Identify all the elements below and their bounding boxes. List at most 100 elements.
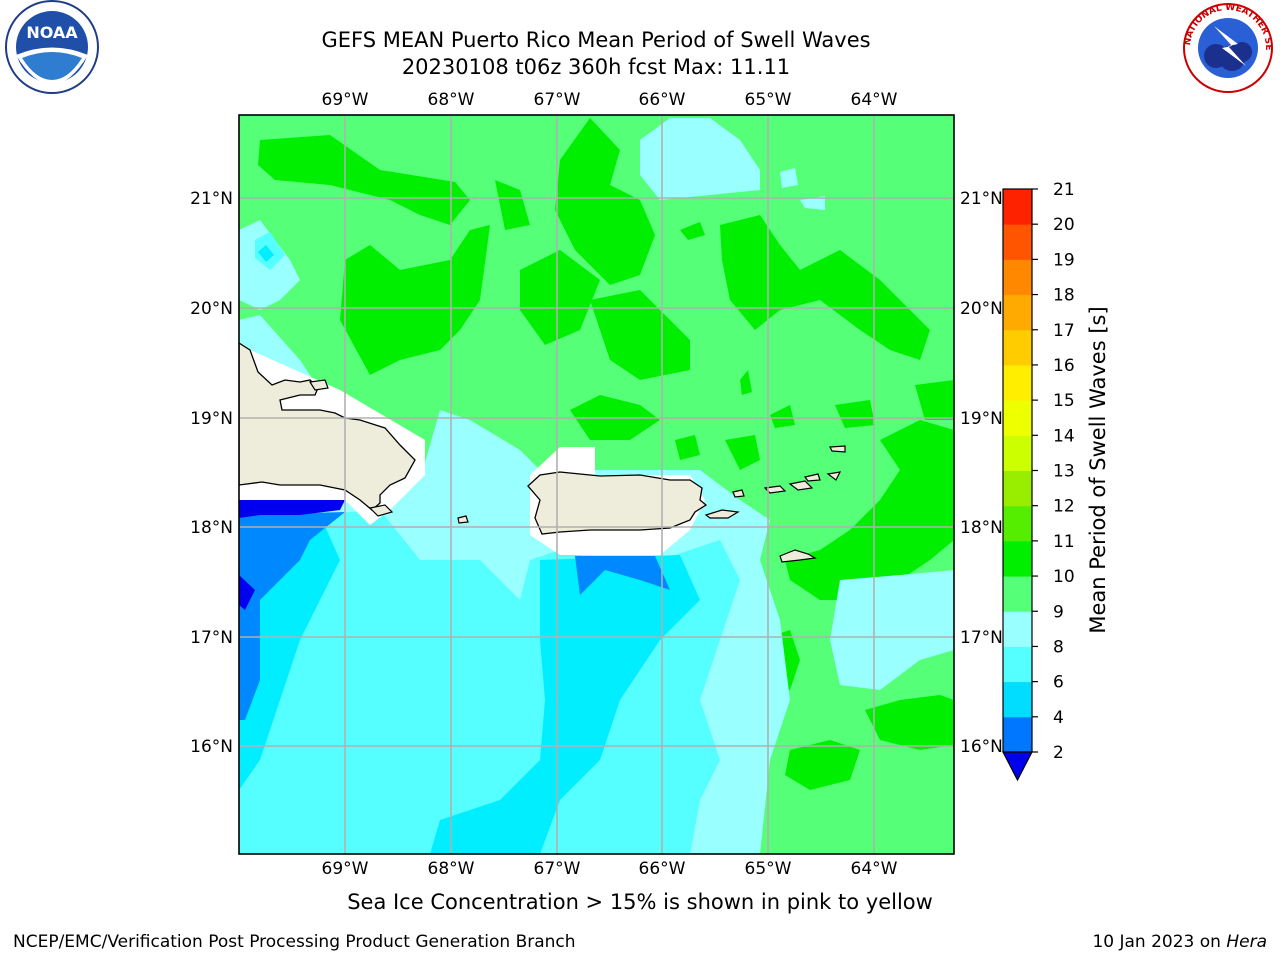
- island-shape: [368, 504, 394, 517]
- colorbar-tick-label: 13: [1053, 462, 1075, 482]
- noaa-logo: NOAA: [5, 0, 99, 94]
- lat-label: 20°N: [190, 299, 233, 319]
- colorbar-segment: [1003, 611, 1032, 647]
- swell-patch-2-4: [575, 556, 670, 595]
- map-frame: [238, 114, 955, 855]
- st-croix-island: [779, 549, 817, 563]
- colorbar-segment: [1003, 329, 1032, 366]
- colorbar-tick-label: 14: [1053, 426, 1075, 446]
- swell-patch-10-11: [340, 225, 490, 375]
- colorbar-tick-label: 2: [1053, 743, 1064, 763]
- footer-date-text: 10 Jan 2023 on: [1092, 932, 1227, 952]
- swell-patch-10-11: [495, 180, 530, 230]
- island-shape: [308, 379, 329, 391]
- swell-patch-10-11: [720, 215, 930, 360]
- noaa-logo-text: NOAA: [26, 23, 78, 42]
- swell-patch-10-11: [590, 290, 690, 380]
- lat-label: 21°N: [960, 189, 1003, 209]
- left-lat-labels: 21°N 20°N 19°N 18°N 17°N 16°N: [190, 189, 233, 757]
- lat-label: 20°N: [960, 299, 1003, 319]
- swell-patch-10-11: [770, 405, 795, 428]
- colorbar-segment: [1003, 435, 1032, 471]
- right-lat-labels: 21°N 20°N 19°N 18°N 17°N 16°N: [960, 189, 1003, 757]
- virgin-island: [803, 473, 821, 482]
- map-area: [239, 115, 954, 854]
- footer-host: Hera: [1226, 932, 1267, 952]
- lat-label: 18°N: [960, 518, 1003, 538]
- vieques-island: [704, 509, 740, 519]
- colorbar-tick-label: 21: [1053, 180, 1075, 200]
- mona-island: [457, 515, 469, 524]
- lon-label: 65°W: [745, 859, 792, 879]
- lat-label: 16°N: [190, 737, 233, 757]
- colorbar-tick-label: 11: [1053, 532, 1075, 552]
- colorbar-tick-label: 19: [1053, 250, 1075, 270]
- swell-patch-10-11: [675, 435, 700, 460]
- colorbar-segment: [1003, 681, 1032, 718]
- colorbar-tick-label: 4: [1053, 708, 1064, 728]
- sea-ice-note: Sea Ice Concentration > 15% is shown in …: [347, 890, 933, 914]
- colorbar-tick-label: 17: [1053, 321, 1075, 341]
- lon-label: 66°W: [639, 90, 686, 110]
- swell-patch-8-9: [640, 118, 760, 200]
- colorbar-segment: [1003, 716, 1032, 753]
- swell-patch-8-9: [800, 196, 825, 210]
- lon-label: 65°W: [745, 90, 792, 110]
- lon-label: 68°W: [428, 90, 475, 110]
- bottom-lon-labels: 69°W 68°W 67°W 66°W 65°W 64°W: [322, 859, 898, 879]
- swell-patch-10-11: [725, 435, 760, 470]
- lon-label: 64°W: [851, 859, 898, 879]
- swell-patch-4-6: [430, 555, 700, 854]
- graticule: [239, 115, 954, 854]
- swell-patch-10-11: [865, 695, 954, 750]
- swell-patch-8-9: [780, 168, 798, 188]
- swell-patch-10-11: [915, 380, 954, 420]
- lat-label: 19°N: [190, 409, 233, 429]
- colorbar-tick-label: 12: [1053, 497, 1075, 517]
- colorbar-segment: [1003, 505, 1032, 542]
- colorbar-extend-arrow: [1002, 751, 1033, 782]
- colorbar-segment: [1003, 224, 1032, 260]
- swell-patch-10-11: [520, 250, 600, 345]
- culebra-island: [732, 489, 745, 498]
- swell-patch-10-11: [785, 740, 860, 790]
- chart-title: GEFS MEAN Puerto Rico Mean Period of Swe…: [321, 28, 871, 52]
- colorbar-segment: [1003, 470, 1032, 507]
- swell-patch-10-11: [680, 222, 705, 240]
- colorbar-label: Mean Period of Swell Waves [s]: [1086, 306, 1110, 634]
- colorbar-segment: [1003, 576, 1032, 612]
- lon-label: 66°W: [639, 859, 686, 879]
- puerto-rico-land: [527, 471, 708, 535]
- lat-label: 17°N: [190, 628, 233, 648]
- lat-label: 19°N: [960, 409, 1003, 429]
- colorbar-segment: [1003, 646, 1032, 683]
- nws-logo: NATIONAL WEATHER SERVICE: [1176, 0, 1273, 93]
- lon-label: 67°W: [534, 90, 581, 110]
- swell-patch-10-11: [555, 118, 655, 285]
- colorbar-segment: [1003, 364, 1032, 401]
- colorbar-tick-label: 10: [1053, 567, 1075, 587]
- footer-credit: NCEP/EMC/Verification Post Processing Pr…: [13, 932, 576, 952]
- footer-date: 10 Jan 2023 on Hera: [1092, 932, 1267, 952]
- swell-patch-4-6: [258, 245, 274, 262]
- swell-patch-below-2: [239, 500, 345, 518]
- lon-label: 69°W: [322, 90, 369, 110]
- colorbar-tick-label: 8: [1053, 637, 1064, 657]
- anegada-island: [829, 445, 846, 453]
- swell-patch-below-2: [239, 575, 255, 610]
- lat-label: 16°N: [960, 737, 1003, 757]
- colorbar-tick-label: 16: [1053, 356, 1075, 376]
- virgin-island: [788, 480, 814, 491]
- top-lon-labels: 69°W 68°W 67°W 66°W 65°W 64°W: [322, 90, 898, 110]
- colorbar-tick-label: 6: [1053, 673, 1064, 693]
- colorbar-tick-label: 15: [1053, 391, 1075, 411]
- colorbar-segment: [1003, 400, 1032, 436]
- colorbar: 2 4 6 8 9 10 11 12 13 14 15 16 17 18 19 20 21: [1002, 180, 1075, 782]
- colorbar-segment: [1003, 189, 1032, 225]
- colorbar-segment: [1003, 294, 1032, 331]
- swell-patch-10-11: [258, 135, 470, 225]
- lon-label: 69°W: [322, 859, 369, 879]
- lat-label: 18°N: [190, 518, 233, 538]
- swell-patch-10-11: [740, 370, 752, 395]
